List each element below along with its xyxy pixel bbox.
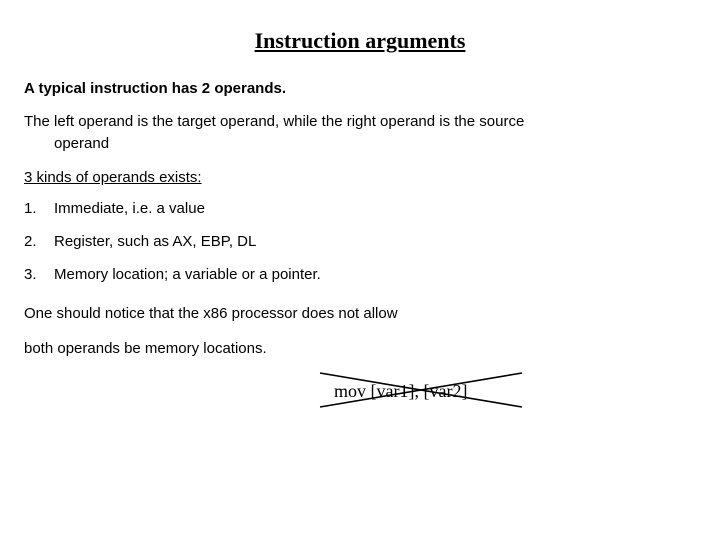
subheading: 3 kinds of operands exists: [24, 169, 696, 186]
operand-list: 1. Immediate, i.e. a value 2. Register, … [24, 200, 696, 283]
list-item: 3. Memory location; a variable or a poin… [24, 266, 696, 283]
intro-paragraph: The left operand is the target operand, … [24, 111, 696, 155]
invalid-example: mov [var1], [var2] [334, 375, 514, 411]
list-text: Register, such as AX, EBP, DL [54, 233, 256, 250]
list-num: 3. [24, 266, 54, 283]
footer-block: One should notice that the x86 processor… [24, 305, 696, 411]
footer-line1: One should notice that the x86 processor… [24, 305, 696, 322]
list-text: Memory location; a variable or a pointer… [54, 266, 321, 283]
para-line2: operand [24, 133, 696, 155]
intro-bold: A typical instruction has 2 operands. [24, 80, 696, 97]
list-num: 1. [24, 200, 54, 217]
para-line1: The left operand is the target operand, … [24, 113, 524, 130]
list-item: 1. Immediate, i.e. a value [24, 200, 696, 217]
list-num: 2. [24, 233, 54, 250]
footer-line2: both operands be memory locations. [24, 340, 696, 357]
list-item: 2. Register, such as AX, EBP, DL [24, 233, 696, 250]
code-text: mov [var1], [var2] [334, 381, 467, 402]
page-title: Instruction arguments [24, 28, 696, 54]
list-text: Immediate, i.e. a value [54, 200, 205, 217]
